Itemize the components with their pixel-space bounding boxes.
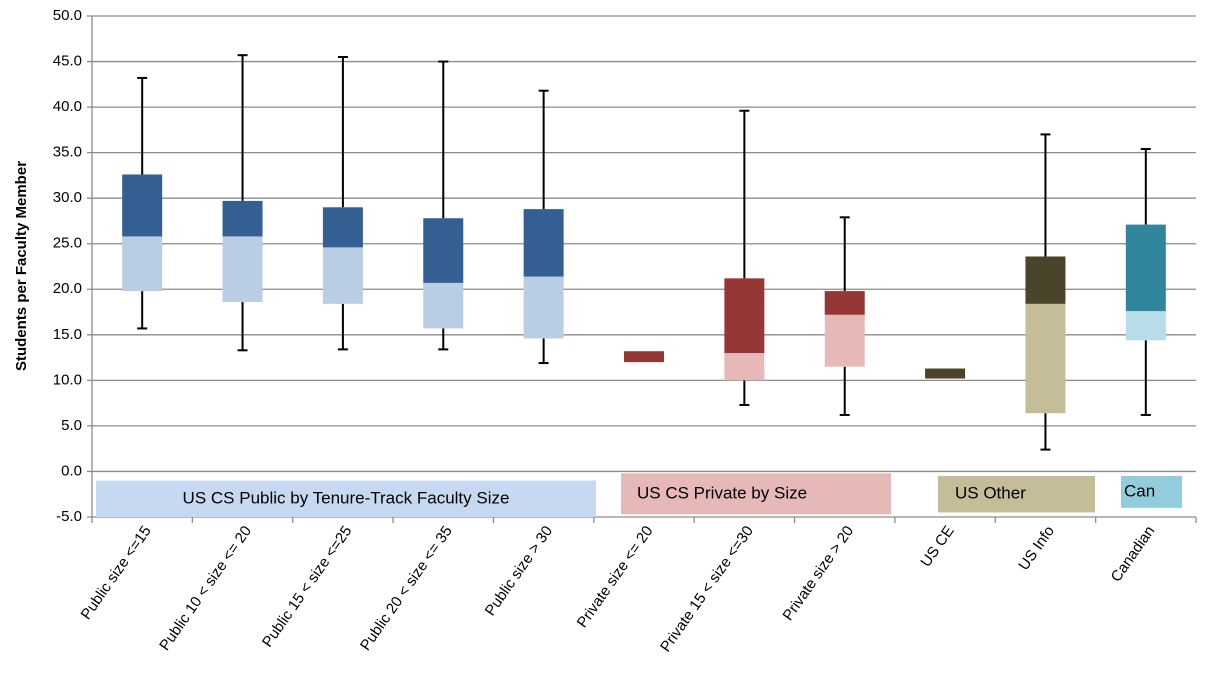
x-tick-label: Private size <= 20: [574, 523, 657, 631]
y-tick-label: 5.0: [61, 417, 82, 434]
box-lower: [1125, 311, 1166, 341]
box-lower: [1025, 303, 1066, 414]
x-tick-label: Private 15 < size <=30: [657, 523, 757, 655]
group-box: [938, 476, 1095, 513]
x-tick-label: Public 10 < size <= 20: [156, 523, 255, 654]
box-lower: [523, 276, 564, 339]
box-upper: [322, 207, 363, 248]
y-tick-label: 20.0: [53, 280, 82, 297]
box-lower: [423, 282, 464, 329]
group-box: [621, 473, 891, 515]
y-tick-label: -5.0: [56, 508, 82, 525]
x-tick-label: Public size > 30: [482, 523, 556, 619]
box-upper: [222, 200, 263, 237]
box-lower: [824, 314, 865, 367]
y-tick-label: 15.0: [53, 326, 82, 343]
group-label: Can: [1124, 481, 1155, 500]
y-tick-label: 30.0: [53, 189, 82, 206]
box-lower: [222, 236, 263, 303]
y-tick-label: 50.0: [53, 7, 82, 24]
box-upper: [1025, 256, 1066, 304]
box-lower: [724, 353, 765, 381]
box-upper: [724, 278, 765, 354]
box-upper: [423, 218, 464, 283]
y-tick-label: 10.0: [53, 371, 82, 388]
box-upper: [624, 351, 664, 363]
y-tick-label: 0.0: [61, 462, 82, 479]
x-tick-label: US Info: [1015, 523, 1058, 574]
box-lower: [122, 236, 163, 292]
box-upper: [824, 291, 865, 315]
y-tick-label: 45.0: [53, 53, 82, 70]
y-tick-label: 25.0: [53, 235, 82, 252]
box-upper: [1125, 224, 1166, 312]
x-tick-label: Public size <=15: [78, 523, 155, 623]
x-tick-label: US CE: [917, 523, 957, 570]
group-box: [1121, 476, 1182, 508]
y-tick-label: 40.0: [53, 98, 82, 115]
x-tick-label: Public 15 < size <=25: [259, 523, 355, 651]
x-tick-label: Canadian: [1108, 523, 1159, 585]
box-upper: [523, 209, 564, 277]
box-lower: [322, 247, 363, 304]
group-box: [96, 480, 596, 517]
x-tick-label: Public 20 < size <= 35: [357, 523, 456, 654]
x-tick-label: Private size > 20: [779, 523, 857, 624]
group-label: US Other: [955, 484, 1026, 503]
y-tick-label: 35.0: [53, 144, 82, 161]
y-axis-title: Students per Faculty Member: [13, 161, 30, 371]
box-upper: [925, 368, 966, 379]
group-label: US CS Public by Tenure-Track Faculty Siz…: [183, 488, 510, 507]
box-upper: [122, 174, 163, 237]
group-label: US CS Private by Size: [637, 483, 807, 502]
